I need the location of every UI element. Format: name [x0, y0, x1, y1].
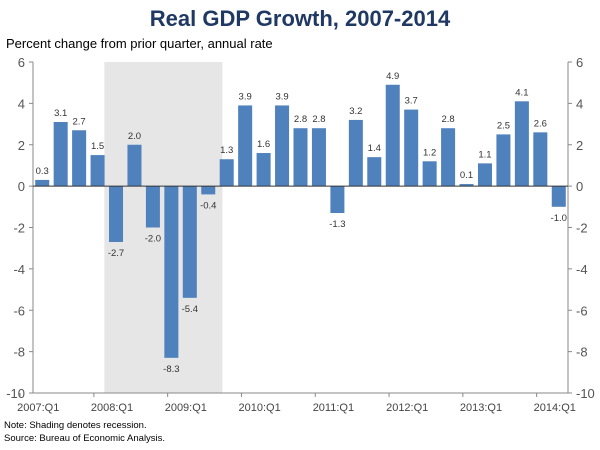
data-label: 3.7: [405, 96, 418, 107]
bar-2007:Q4: [90, 155, 105, 187]
data-label: 1.6: [257, 139, 270, 150]
data-label: 4.9: [386, 71, 399, 82]
bar-2011:Q2: [348, 119, 363, 187]
bar-2007:Q2: [53, 121, 68, 187]
y-tick-label-left: -4: [13, 262, 25, 277]
bar-2013:Q2: [496, 134, 511, 187]
bar-2010:Q4: [311, 128, 326, 187]
data-label: 2.7: [73, 116, 86, 127]
bar-2010:Q3: [293, 128, 308, 187]
note-shading: Note: Shading denotes recession.: [4, 420, 147, 431]
bar-2011:Q1: [330, 186, 345, 214]
x-tick-label: 2014:Q1: [534, 402, 576, 414]
x-tick-label: 2007:Q1: [17, 402, 59, 414]
bar-2012:Q2: [422, 161, 437, 187]
y-tick-label-right: 0: [576, 179, 583, 194]
x-tick-label: 2012:Q1: [386, 402, 428, 414]
bar-2012:Q3: [441, 128, 456, 187]
data-label: 1.4: [368, 143, 381, 154]
y-tick-label-left: 2: [18, 138, 25, 153]
bar-2012:Q1: [404, 109, 419, 187]
note-source: Source: Bureau of Economic Analysis.: [4, 433, 166, 444]
data-label: 2.5: [497, 120, 510, 131]
data-label: 2.8: [294, 114, 307, 125]
bar-2014:Q1: [551, 186, 566, 207]
y-tick-label-left: -8: [13, 345, 25, 360]
data-label: 4.1: [515, 87, 528, 98]
y-tick-label-right: -8: [576, 345, 588, 360]
data-label: 1.2: [423, 147, 436, 158]
data-label: 2.0: [128, 131, 141, 142]
y-tick-label-left: 0: [18, 179, 25, 194]
bar-2010:Q1: [256, 153, 271, 187]
bar-2013:Q1: [477, 163, 492, 187]
bar-2008:Q1: [109, 186, 124, 242]
x-tick-label: 2011:Q1: [313, 402, 354, 414]
y-axis-label: Percent change from prior quarter, annua…: [6, 36, 273, 51]
data-label: 2.8: [441, 114, 454, 125]
y-tick-label-left: 6: [18, 55, 25, 70]
data-label: -1.3: [329, 219, 345, 230]
y-tick-label-left: -2: [13, 221, 25, 236]
bar-2010:Q2: [275, 105, 290, 187]
y-tick-label-right: -6: [576, 303, 588, 318]
x-tick-label: 2009:Q1: [165, 402, 207, 414]
notes: Note: Shading denotes recession. Source:…: [4, 419, 165, 445]
data-label: -2.0: [145, 234, 161, 245]
x-tick-label: 2013:Q1: [460, 402, 502, 414]
y-tick-label-right: 2: [576, 138, 583, 153]
y-tick-label-right: 6: [576, 55, 583, 70]
bar-2008:Q4: [164, 186, 179, 358]
data-label: 2.6: [534, 118, 547, 129]
bar-2012:Q4: [459, 184, 474, 187]
y-tick-label-left: 4: [18, 96, 25, 111]
y-tick-label-right: 4: [576, 96, 583, 111]
data-label: 3.9: [275, 91, 288, 102]
data-label: 1.3: [220, 145, 233, 156]
data-label: 2.8: [312, 114, 325, 125]
chart-title: Real GDP Growth, 2007-2014: [149, 6, 451, 31]
bar-2009:Q2: [201, 186, 216, 195]
y-tick-label-left: -6: [13, 303, 25, 318]
bar-2013:Q3: [514, 101, 529, 187]
data-label: 1.5: [91, 141, 104, 152]
bar-2009:Q1: [182, 186, 197, 298]
bar-2007:Q1: [35, 179, 50, 187]
x-tick-label: 2010:Q1: [239, 402, 281, 414]
bar-2007:Q3: [72, 130, 87, 187]
bar-2008:Q2: [127, 144, 142, 187]
data-label: 3.9: [239, 91, 252, 102]
data-label: -2.7: [108, 248, 124, 259]
data-label: -5.4: [182, 304, 198, 315]
y-tick-label-right: -2: [576, 221, 588, 236]
x-tick-label: 2008:Q1: [91, 402, 133, 414]
bar-2009:Q4: [238, 105, 253, 187]
y-tick-label-left: -10: [6, 386, 25, 401]
data-label: 3.1: [54, 108, 67, 119]
data-label: 0.3: [36, 166, 49, 177]
bar-2011:Q3: [367, 157, 382, 187]
bar-2011:Q4: [385, 84, 400, 187]
bar-2009:Q3: [219, 159, 234, 187]
data-label: -8.3: [163, 364, 179, 375]
recession-shading: [104, 62, 223, 393]
y-tick-label-right: -10: [576, 386, 595, 401]
data-label: -1.0: [551, 213, 567, 224]
bar-2008:Q3: [145, 186, 160, 228]
bar-2013:Q4: [533, 132, 548, 187]
data-label: 1.1: [478, 149, 491, 160]
data-label: -0.4: [200, 200, 216, 211]
data-label: 0.1: [460, 170, 473, 181]
y-tick-label-right: -4: [576, 262, 588, 277]
data-label: 3.2: [349, 106, 362, 117]
